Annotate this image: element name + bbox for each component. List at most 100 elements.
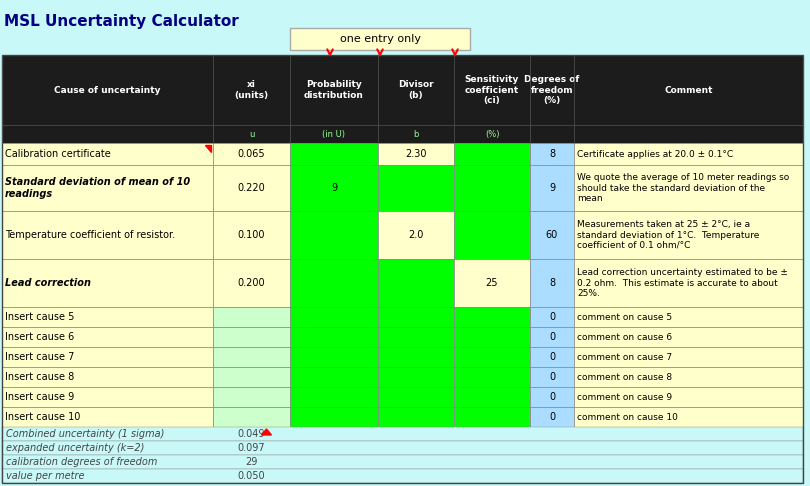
Bar — [290, 211, 378, 259]
Bar — [574, 165, 803, 211]
Bar — [378, 259, 454, 307]
Text: 0.100: 0.100 — [238, 230, 265, 240]
Bar — [454, 387, 530, 407]
Text: u: u — [249, 129, 254, 139]
Bar — [2, 307, 213, 327]
Bar — [2, 259, 213, 307]
Bar — [2, 55, 803, 483]
Bar — [2, 387, 213, 407]
Bar — [378, 347, 454, 367]
Text: 0.200: 0.200 — [237, 278, 266, 288]
Bar — [378, 307, 454, 327]
Bar — [290, 165, 378, 211]
Bar — [213, 211, 290, 259]
Bar — [530, 327, 574, 347]
Bar — [574, 211, 803, 259]
Text: Degrees of
freedom
(%): Degrees of freedom (%) — [524, 75, 580, 105]
Text: We quote the average of 10 meter readings so
should take the standard deviation : We quote the average of 10 meter reading… — [577, 173, 789, 203]
Bar — [378, 407, 454, 427]
Bar — [574, 327, 803, 347]
Bar — [213, 165, 290, 211]
Polygon shape — [205, 145, 211, 152]
Text: Insert cause 5: Insert cause 5 — [5, 312, 75, 322]
Text: comment on cause 10: comment on cause 10 — [577, 413, 678, 421]
Text: 0: 0 — [549, 352, 555, 362]
Text: Insert cause 6: Insert cause 6 — [5, 332, 75, 342]
Text: expanded uncertainty (k=2): expanded uncertainty (k=2) — [6, 443, 144, 453]
Text: (in U): (in U) — [322, 129, 346, 139]
Bar — [213, 307, 290, 327]
Bar — [213, 367, 290, 387]
Bar — [454, 347, 530, 367]
Bar — [530, 259, 574, 307]
Bar — [290, 28, 470, 50]
Bar — [574, 367, 803, 387]
Bar — [2, 327, 213, 347]
Bar — [213, 347, 290, 367]
Bar — [290, 347, 378, 367]
Bar — [2, 407, 213, 427]
Bar — [574, 347, 803, 367]
Text: 0: 0 — [549, 312, 555, 322]
Bar — [574, 143, 803, 165]
Text: Insert cause 9: Insert cause 9 — [5, 392, 75, 402]
Text: 8: 8 — [549, 278, 555, 288]
Text: 0.049: 0.049 — [238, 429, 265, 439]
Text: Lead correction uncertainty estimated to be ±
0.2 ohm.  This estimate is accurat: Lead correction uncertainty estimated to… — [577, 268, 788, 298]
Bar — [454, 165, 530, 211]
Text: Lead correction: Lead correction — [5, 278, 91, 288]
Text: comment on cause 9: comment on cause 9 — [577, 393, 672, 401]
Text: Divisor
(b): Divisor (b) — [399, 80, 434, 100]
Bar — [290, 387, 378, 407]
Bar — [2, 347, 213, 367]
Text: 9: 9 — [549, 183, 555, 193]
Text: Calibration certificate: Calibration certificate — [5, 149, 111, 159]
Bar — [530, 347, 574, 367]
Text: Standard deviation of mean of 10
readings: Standard deviation of mean of 10 reading… — [5, 177, 190, 199]
Bar — [2, 469, 803, 483]
Text: MSL Uncertainty Calculator: MSL Uncertainty Calculator — [4, 14, 239, 29]
Bar — [378, 165, 454, 211]
Text: Combined uncertainty (1 sigma): Combined uncertainty (1 sigma) — [6, 429, 164, 439]
Text: Probability
distribution: Probability distribution — [304, 80, 364, 100]
Bar — [530, 211, 574, 259]
Bar — [574, 259, 803, 307]
Bar — [2, 427, 803, 441]
Bar — [290, 327, 378, 347]
Bar — [530, 407, 574, 427]
Bar — [454, 143, 530, 165]
Text: value per metre: value per metre — [6, 471, 84, 481]
Text: comment on cause 5: comment on cause 5 — [577, 312, 672, 322]
Polygon shape — [262, 429, 271, 435]
Text: one entry only: one entry only — [339, 34, 420, 44]
Bar — [290, 307, 378, 327]
Bar — [290, 407, 378, 427]
Bar — [378, 327, 454, 347]
Text: comment on cause 6: comment on cause 6 — [577, 332, 672, 342]
Bar — [454, 327, 530, 347]
Text: 2.30: 2.30 — [405, 149, 427, 159]
Bar — [530, 165, 574, 211]
Bar — [454, 307, 530, 327]
Text: 2.0: 2.0 — [408, 230, 424, 240]
Bar — [378, 387, 454, 407]
Bar — [2, 143, 213, 165]
Text: 25: 25 — [486, 278, 498, 288]
Text: Cause of uncertainty: Cause of uncertainty — [54, 86, 160, 94]
Bar — [213, 387, 290, 407]
Bar — [454, 367, 530, 387]
Text: Insert cause 7: Insert cause 7 — [5, 352, 75, 362]
Text: Measurements taken at 25 ± 2°C, ie a
standard deviation of 1°C.  Temperature
coe: Measurements taken at 25 ± 2°C, ie a sta… — [577, 220, 760, 250]
Text: 0: 0 — [549, 392, 555, 402]
Bar — [378, 211, 454, 259]
Text: b: b — [413, 129, 419, 139]
Text: 8: 8 — [549, 149, 555, 159]
Bar — [213, 407, 290, 427]
Text: 0.050: 0.050 — [237, 471, 266, 481]
Text: comment on cause 7: comment on cause 7 — [577, 352, 672, 362]
Text: (%): (%) — [484, 129, 499, 139]
Bar — [378, 367, 454, 387]
Bar — [2, 211, 213, 259]
Text: 0.220: 0.220 — [237, 183, 266, 193]
Bar — [290, 259, 378, 307]
